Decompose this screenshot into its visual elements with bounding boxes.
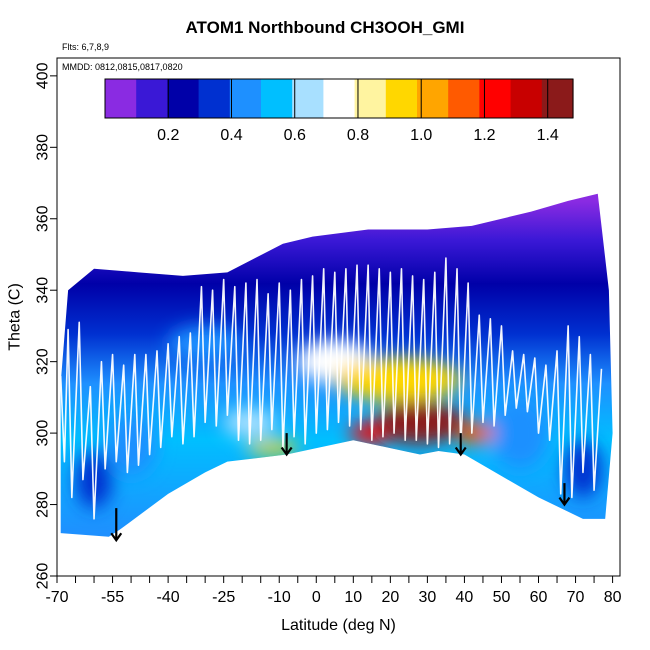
- y-tick-label: 400: [35, 62, 52, 89]
- x-tick-label: -70: [45, 589, 68, 606]
- x-tick-label: -25: [212, 589, 235, 606]
- flights-label: Flts: 6,7,8,9: [62, 42, 110, 52]
- y-tick-label: 280: [35, 491, 52, 518]
- colorbar-swatch: [510, 79, 543, 118]
- x-tick-label: -10: [268, 589, 291, 606]
- x-tick-label: 40: [456, 589, 474, 606]
- colorbar-swatch: [417, 79, 449, 118]
- x-axis-label: Latitude (deg N): [281, 617, 396, 634]
- heatmap-hotspots: [75, 325, 602, 509]
- colorbar-swatch: [167, 79, 200, 118]
- mmdd-label: MMDD: 0812,0815,0817,0820: [62, 62, 183, 72]
- colorbar: 0.2 0.4 0.6 0.8 1.0 1.2 1.4: [104, 78, 574, 144]
- colorbar-swatch: [448, 79, 480, 118]
- y-axis-label: Theta (C): [7, 283, 24, 351]
- colorbar-swatch: [354, 79, 387, 118]
- x-tick-label: 80: [604, 589, 622, 606]
- heatmap-clip: [60, 193, 613, 537]
- y-tick-label: 360: [35, 205, 52, 232]
- colorbar-tick-label: 1.4: [537, 127, 559, 144]
- heatmap-hotspot: [457, 422, 495, 444]
- colorbar-tick-label: 0.4: [220, 127, 242, 144]
- flight-track-line: [59, 257, 603, 520]
- colorbar-swatch: [198, 79, 231, 118]
- colorbar-swatch: [136, 79, 168, 118]
- arrow-head: [558, 496, 571, 507]
- colorbar-tick-label: 0.8: [347, 127, 369, 144]
- axes: -70 -55 -40 -25 -10 0 10 20 30 40 50 60 70 80 260 280 30…: [7, 57, 622, 634]
- colorbar-swatch: [229, 79, 262, 118]
- chart-title: ATOM1 Northbound CH3OOH_GMI: [185, 18, 465, 37]
- y-tick-label: 380: [35, 134, 52, 161]
- arrow-head: [110, 532, 123, 543]
- arrow-layer: [110, 433, 571, 543]
- colorbar-swatch: [385, 79, 418, 118]
- heatmap-hotspot: [245, 440, 298, 455]
- x-tick-label: 70: [567, 589, 585, 606]
- plot-frame: [56, 57, 621, 577]
- x-tick-label: 50: [493, 589, 511, 606]
- x-tick-label: 30: [418, 589, 436, 606]
- colorbar-swatch: [292, 79, 324, 118]
- heatmap-layer: [60, 193, 613, 537]
- colorbar-tick-label: 0.2: [157, 127, 179, 144]
- y-tick-label: 260: [35, 563, 52, 590]
- colorbar-tick-label: 1.2: [473, 127, 495, 144]
- x-tick-label: 0: [312, 589, 321, 606]
- colorbar-swatch: [541, 79, 574, 118]
- heatmap-hotspot: [375, 400, 465, 444]
- heatmap-base: [60, 193, 613, 537]
- colorbar-tick-label: 0.6: [284, 127, 306, 144]
- x-tick-label: 20: [381, 589, 399, 606]
- x-tick-label: 60: [530, 589, 548, 606]
- x-tick-label: -40: [157, 589, 180, 606]
- y-tick-label: 300: [35, 420, 52, 447]
- y-tick-label: 340: [35, 277, 52, 304]
- arrow-head: [454, 446, 467, 457]
- arrow-head: [280, 446, 293, 457]
- flight-track-layer: [59, 257, 603, 520]
- x-tick-label: 10: [344, 589, 362, 606]
- y-tick-label: 320: [35, 348, 52, 375]
- colorbar-frame: [104, 78, 574, 119]
- colorbar-swatch: [105, 79, 137, 118]
- x-tick-label: -55: [101, 589, 124, 606]
- colorbar-swatch: [323, 79, 356, 118]
- colorbar-swatch: [261, 79, 293, 118]
- heatmap-hotspot: [168, 325, 243, 362]
- colorbar-tick-label: 1.0: [410, 127, 432, 144]
